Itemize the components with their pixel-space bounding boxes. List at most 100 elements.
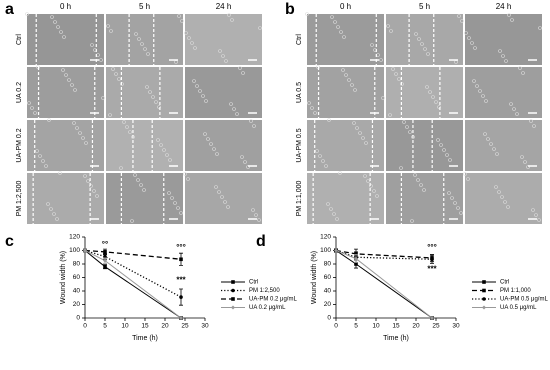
cell-texture: [431, 95, 435, 99]
cell-texture: [167, 191, 171, 195]
y-tick-label: 20: [73, 301, 81, 308]
cell-texture: [342, 35, 346, 39]
y-tick-label: 60: [324, 274, 332, 281]
marker: [179, 316, 183, 320]
cell-texture: [486, 137, 490, 141]
cell-texture: [128, 130, 132, 134]
marker: [179, 295, 183, 299]
row-label: UA 0.2: [16, 82, 23, 103]
cell-texture: [492, 147, 496, 151]
cell-texture: [223, 200, 227, 204]
marker: [231, 288, 235, 293]
cell-texture: [27, 101, 31, 105]
column-header: 24 h: [496, 2, 512, 11]
cell-texture: [159, 143, 163, 147]
cell-texture: [70, 83, 74, 87]
cell-texture: [136, 178, 140, 182]
y-tick-label: 0: [76, 315, 80, 322]
cell-texture: [410, 219, 414, 223]
cell-texture: [538, 26, 542, 30]
marker: [103, 264, 107, 269]
column-header: 5 h: [419, 2, 430, 11]
cell-texture: [56, 25, 60, 29]
panel-letter: a: [5, 1, 14, 18]
legend-label: Ctrl: [500, 280, 509, 286]
micrograph: [386, 173, 463, 224]
cell-texture: [58, 171, 62, 175]
cell-texture: [156, 138, 160, 142]
cell-texture: [450, 196, 454, 200]
cell-texture: [249, 119, 253, 123]
cell-texture: [204, 99, 208, 103]
cell-texture: [498, 49, 502, 53]
cell-texture: [220, 195, 224, 199]
cell-texture: [52, 212, 56, 216]
cell-texture: [470, 41, 474, 45]
y-tick-label: 120: [69, 234, 80, 241]
cell-texture: [33, 111, 37, 115]
legend-label: UA-PM 0.5 μg/mL: [500, 297, 548, 303]
cell-texture: [416, 178, 420, 182]
cell-texture: [388, 113, 392, 117]
cell-texture: [195, 84, 199, 88]
cell-texture: [241, 71, 245, 75]
cell-texture: [413, 173, 417, 177]
cell-texture: [436, 138, 440, 142]
cell-texture: [408, 130, 412, 134]
cell-texture: [192, 79, 196, 83]
cell-texture: [324, 164, 328, 168]
annotation: °°°: [427, 243, 437, 252]
cell-texture: [497, 190, 501, 194]
x-tick-label: 30: [201, 323, 209, 330]
cell-texture: [442, 148, 446, 152]
cell-texture: [203, 132, 207, 136]
cell-texture: [307, 101, 311, 105]
micrograph: [307, 67, 384, 118]
cell-texture: [148, 90, 152, 94]
cell-texture: [226, 205, 230, 209]
cell-texture: [355, 126, 359, 130]
micrograph: [106, 67, 183, 118]
cell-texture: [229, 102, 233, 106]
cell-texture: [221, 54, 225, 58]
cell-texture: [176, 206, 180, 210]
x-tick-label: 10: [121, 323, 129, 330]
cell-texture: [206, 137, 210, 141]
panel-letter: b: [285, 1, 295, 18]
cell-texture: [25, 12, 29, 16]
marker: [179, 257, 183, 262]
cell-texture: [369, 184, 373, 188]
marker: [482, 280, 486, 284]
annotation: °°: [102, 240, 108, 249]
marker: [83, 248, 87, 253]
cell-texture: [193, 46, 197, 50]
micrograph: [307, 173, 384, 224]
cell-texture: [198, 89, 202, 93]
x-tick-label: 20: [412, 323, 420, 330]
legend-label: PM 1:1,000: [500, 288, 531, 294]
marker: [482, 288, 486, 293]
cell-texture: [399, 166, 403, 170]
cell-texture: [238, 66, 242, 70]
cell-texture: [180, 19, 184, 23]
cell-texture: [133, 173, 137, 177]
y-tick-label: 60: [73, 274, 81, 281]
cell-texture: [117, 77, 121, 81]
cell-texture: [184, 31, 188, 35]
cell-texture: [254, 213, 258, 217]
cell-texture: [521, 71, 525, 75]
cell-texture: [507, 13, 511, 17]
cell-texture: [177, 14, 181, 18]
cell-texture: [510, 18, 514, 22]
cell-texture: [332, 212, 336, 216]
micrograph: [106, 173, 183, 224]
cell-texture: [347, 78, 351, 82]
cell-texture: [339, 30, 343, 34]
row-label: PM 1:2,500: [16, 180, 23, 216]
cell-texture: [140, 42, 144, 46]
cell-texture: [419, 183, 423, 187]
cell-texture: [504, 59, 508, 63]
micrograph: [27, 14, 104, 65]
cell-texture: [137, 37, 141, 41]
